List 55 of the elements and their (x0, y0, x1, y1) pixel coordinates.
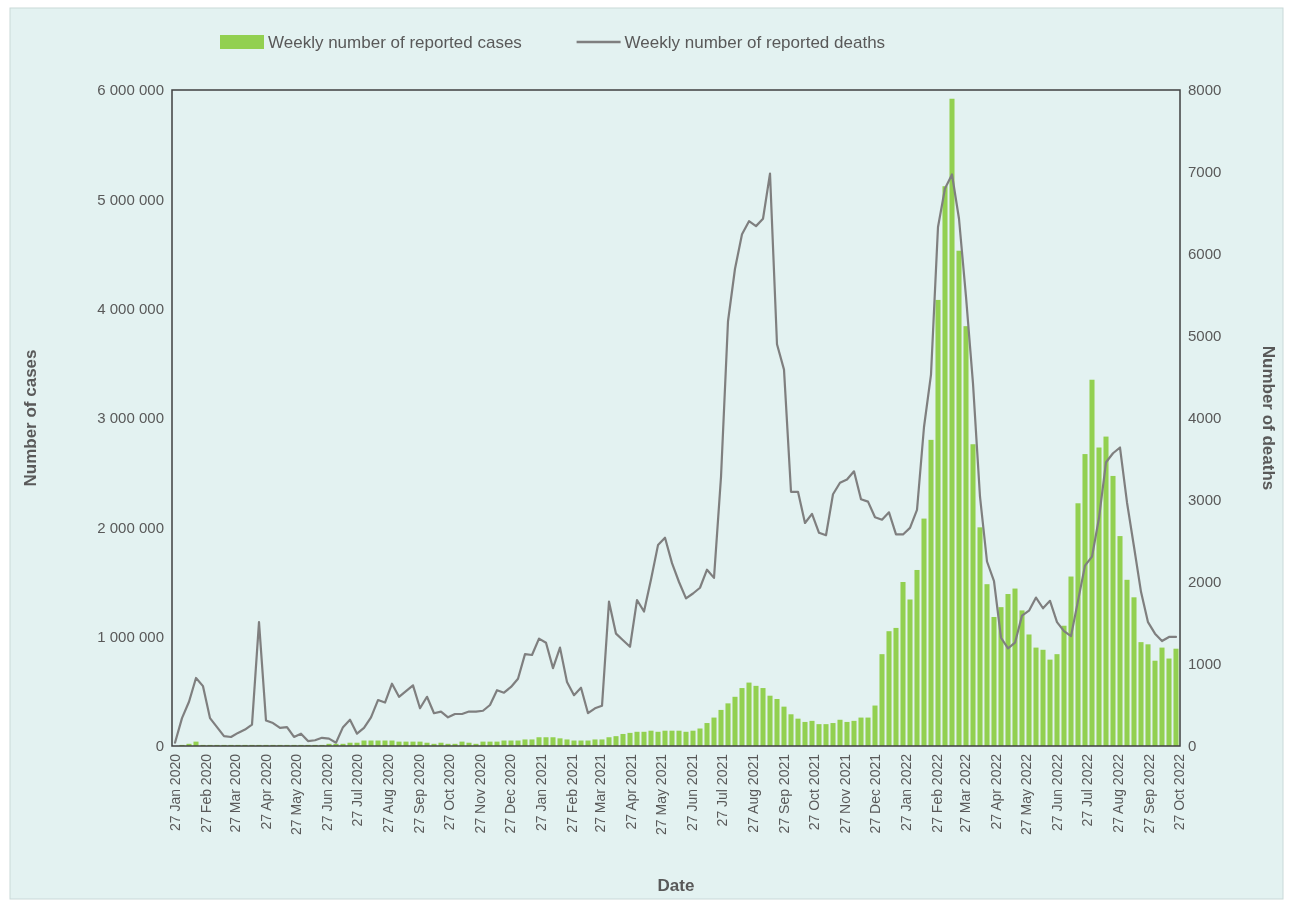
y-tick-label: 1 000 000 (97, 627, 164, 645)
y-tick-label: 0 (155, 737, 164, 755)
y2-tick-label: 0 (1188, 737, 1197, 755)
x-tick-label: 27 Sep 2021 (775, 753, 792, 834)
x-tick-label: 27 Apr 2022 (987, 753, 1004, 830)
y2-tick-label: 3000 (1188, 491, 1222, 509)
x-tick-label: 27 Jul 2022 (1078, 753, 1095, 827)
y2-tick-label: 7000 (1188, 163, 1222, 181)
x-tick-label: 27 Oct 2021 (805, 753, 822, 831)
legend-label: Weekly number of reported cases (268, 32, 522, 52)
x-tick-label: 27 Sep 2020 (410, 753, 427, 834)
x-tick-label: 27 May 2022 (1017, 753, 1034, 835)
x-tick-label: 27 May 2020 (287, 753, 304, 835)
y-tick-label: 4 000 000 (97, 299, 164, 317)
x-tick-label: 27 Oct 2022 (1170, 753, 1187, 831)
y-tick-label: 6 000 000 (97, 81, 164, 99)
x-tick-label: 27 Jul 2021 (713, 753, 730, 827)
x-tick-label: 27 Aug 2021 (744, 753, 761, 833)
y2-axis-title: Number of deaths (1259, 345, 1278, 491)
x-tick-label: 27 Oct 2020 (440, 753, 457, 831)
x-tick-label: 27 Jun 2021 (683, 753, 700, 832)
x-tick-label: 27 Apr 2020 (257, 753, 274, 830)
x-tick-label: 27 Apr 2021 (622, 753, 639, 830)
x-axis-title: Date (657, 876, 695, 895)
x-tick-label: 27 Feb 2021 (563, 753, 580, 833)
y2-tick-label: 2000 (1188, 573, 1222, 591)
x-tick-label: 27 Jan 2021 (532, 753, 549, 832)
y-tick-label: 5 000 000 (97, 190, 164, 208)
x-tick-label: 27 Aug 2022 (1109, 753, 1126, 833)
x-tick-label: 27 Jun 2020 (318, 753, 335, 832)
x-tick-label: 27 Mar 2021 (591, 753, 608, 833)
x-tick-label: 27 May 2021 (652, 753, 669, 835)
y2-tick-label: 5000 (1188, 327, 1222, 345)
x-tick-label: 27 Aug 2020 (379, 753, 396, 833)
y2-tick-label: 4000 (1188, 409, 1222, 427)
x-tick-label: 27 Sep 2022 (1140, 753, 1157, 834)
y2-tick-label: 8000 (1188, 81, 1222, 99)
x-tick-label: 27 Feb 2022 (928, 753, 945, 833)
y-axis-title: Number of cases (21, 349, 40, 487)
x-tick-label: 27 Jan 2020 (166, 753, 183, 832)
x-tick-label: 27 Jan 2022 (897, 753, 914, 832)
y-tick-label: 2 000 000 (97, 518, 164, 536)
x-tick-label: 27 Feb 2020 (197, 753, 214, 833)
x-tick-label: 27 Dec 2021 (866, 753, 883, 834)
y-tick-label: 3 000 000 (97, 409, 164, 427)
x-tick-label: 27 Jul 2020 (348, 753, 365, 827)
y2-tick-label: 6000 (1188, 245, 1222, 263)
y2-tick-label: 1000 (1188, 655, 1222, 673)
legend-label: Weekly number of reported deaths (624, 32, 886, 52)
x-tick-label: 27 Jun 2022 (1048, 753, 1065, 832)
x-tick-label: 27 Mar 2020 (226, 753, 243, 833)
x-tick-label: 27 Nov 2020 (471, 753, 488, 834)
x-tick-label: 27 Nov 2021 (836, 753, 853, 834)
x-tick-label: 27 Dec 2020 (501, 753, 518, 834)
x-tick-label: 27 Mar 2022 (956, 753, 973, 833)
